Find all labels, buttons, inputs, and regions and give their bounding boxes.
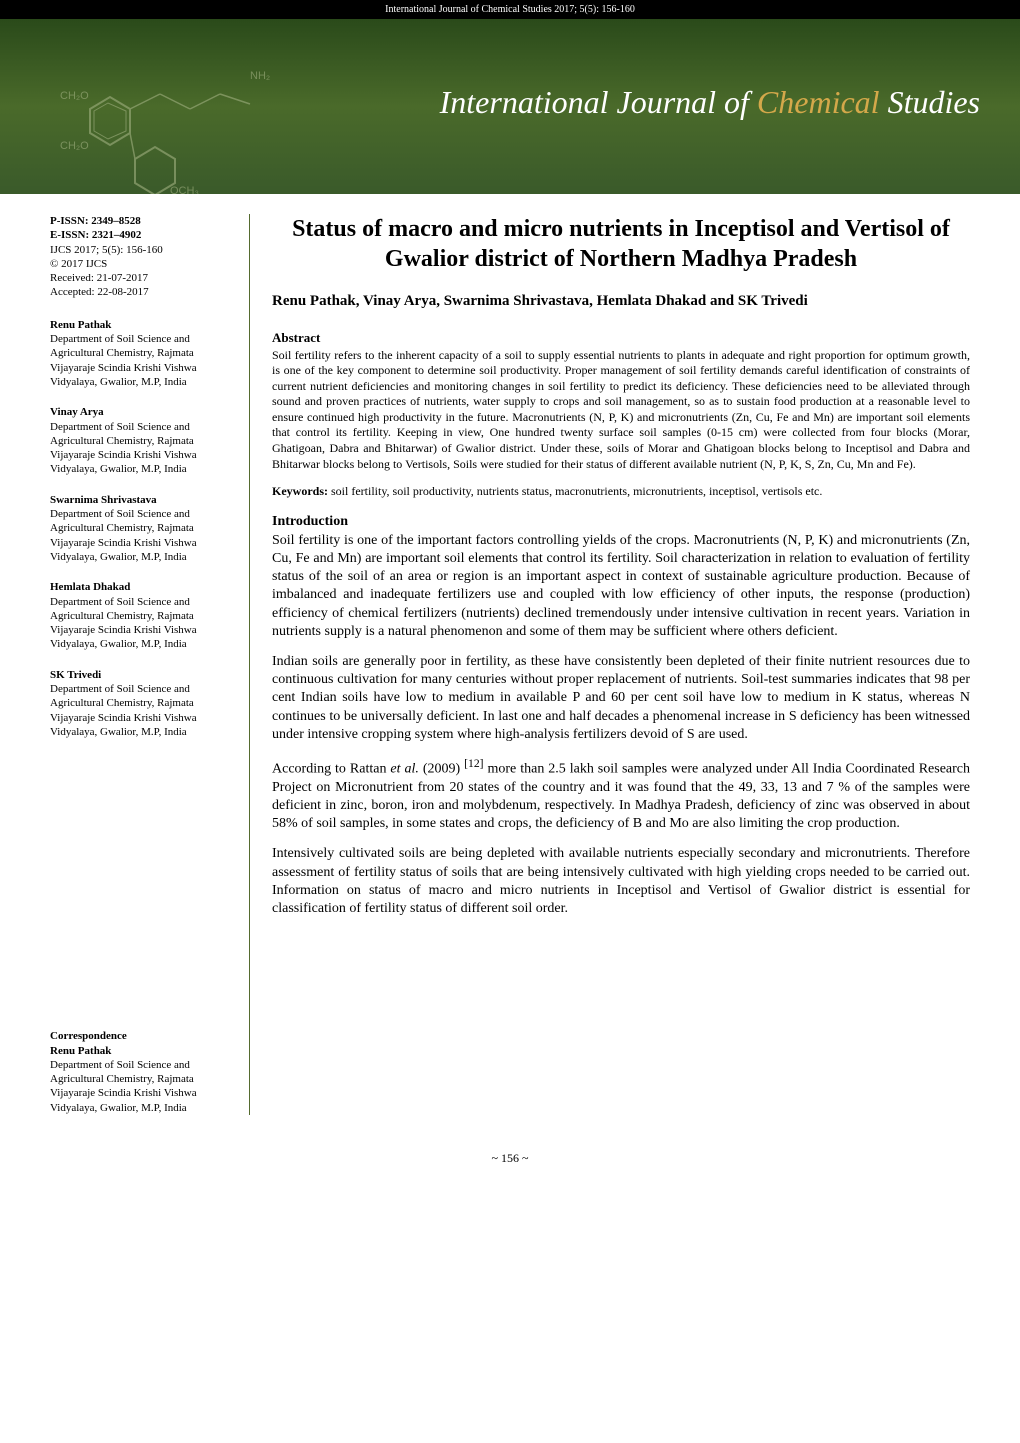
author-affiliation: Department of Soil Science and Agricultu… [50, 595, 231, 652]
paragraph: Soil fertility is one of the important f… [272, 532, 970, 641]
accepted-date: Accepted: 22-08-2017 [50, 285, 231, 299]
author-affiliation: Department of Soil Science and Agricultu… [50, 332, 231, 389]
section-heading-introduction: Introduction [272, 514, 970, 530]
journal-title: International Journal of Chemical Studie… [440, 84, 980, 121]
running-header: International Journal of Chemical Studie… [0, 0, 1020, 19]
correspondence-name: Renu Pathak [50, 1044, 231, 1058]
publication-info: P-ISSN: 2349–8528 E-ISSN: 2321–4902 IJCS… [50, 214, 231, 300]
svg-text:NH₂: NH₂ [250, 70, 270, 82]
svg-text:OCH₃: OCH₃ [170, 185, 199, 194]
author-name: Renu Pathak [50, 318, 231, 332]
author-name: Swarnima Shrivastava [50, 493, 231, 507]
correspondence-label: Correspondence [50, 1029, 231, 1043]
sidebar-author: Renu Pathak Department of Soil Science a… [50, 318, 231, 389]
abstract-label: Abstract [272, 330, 970, 346]
copyright: © 2017 IJCS [50, 257, 231, 271]
correspondence-block: Correspondence Renu Pathak Department of… [50, 1029, 231, 1115]
author-affiliation: Department of Soil Science and Agricultu… [50, 420, 231, 477]
correspondence-affiliation: Department of Soil Science and Agricultu… [50, 1058, 231, 1115]
sidebar-author: SK Trivedi Department of Soil Science an… [50, 668, 231, 739]
sidebar-author: Vinay Arya Department of Soil Science an… [50, 405, 231, 476]
main-column: Status of macro and micro nutrients in I… [250, 214, 970, 1115]
author-name: Vinay Arya [50, 405, 231, 419]
paragraph: According to Rattan et al. (2009) [12] m… [272, 756, 970, 833]
author-name: SK Trivedi [50, 668, 231, 682]
paragraph: Intensively cultivated soils are being d… [272, 845, 970, 918]
sidebar-author: Hemlata Dhakad Department of Soil Scienc… [50, 580, 231, 651]
chemistry-structure-icon: CH₂O CH₂O NH₂ OCH₃ [50, 49, 310, 194]
author-name: Hemlata Dhakad [50, 580, 231, 594]
e-issn: E-ISSN: 2321–4902 [50, 228, 231, 242]
abstract-text: Soil fertility refers to the inherent ca… [272, 348, 970, 473]
keywords-text: soil fertility, soil productivity, nutri… [328, 484, 822, 498]
citation-ref: [12] [464, 757, 483, 770]
keywords: Keywords: soil fertility, soil productiv… [272, 484, 970, 500]
journal-banner: CH₂O CH₂O NH₂ OCH₃ International Journal… [0, 19, 1020, 194]
sidebar: P-ISSN: 2349–8528 E-ISSN: 2321–4902 IJCS… [50, 214, 250, 1115]
running-title: International Journal of Chemical Studie… [385, 4, 635, 15]
author-affiliation: Department of Soil Science and Agricultu… [50, 507, 231, 564]
svg-text:CH₂O: CH₂O [60, 90, 89, 102]
sidebar-author: Swarnima Shrivastava Department of Soil … [50, 493, 231, 564]
p-issn: P-ISSN: 2349–8528 [50, 214, 231, 228]
page-footer: ~ 156 ~ [0, 1145, 1020, 1186]
keywords-label: Keywords: [272, 484, 328, 498]
paragraph: Indian soils are generally poor in ferti… [272, 653, 970, 744]
received-date: Received: 21-07-2017 [50, 271, 231, 285]
citation: IJCS 2017; 5(5): 156-160 [50, 243, 231, 257]
page-number: ~ 156 ~ [492, 1151, 529, 1165]
content-area: P-ISSN: 2349–8528 E-ISSN: 2321–4902 IJCS… [0, 194, 1020, 1145]
author-affiliation: Department of Soil Science and Agricultu… [50, 682, 231, 739]
svg-text:CH₂O: CH₂O [60, 140, 89, 152]
authors-line: Renu Pathak, Vinay Arya, Swarnima Shriva… [272, 292, 970, 312]
paper-title: Status of macro and micro nutrients in I… [272, 214, 970, 274]
